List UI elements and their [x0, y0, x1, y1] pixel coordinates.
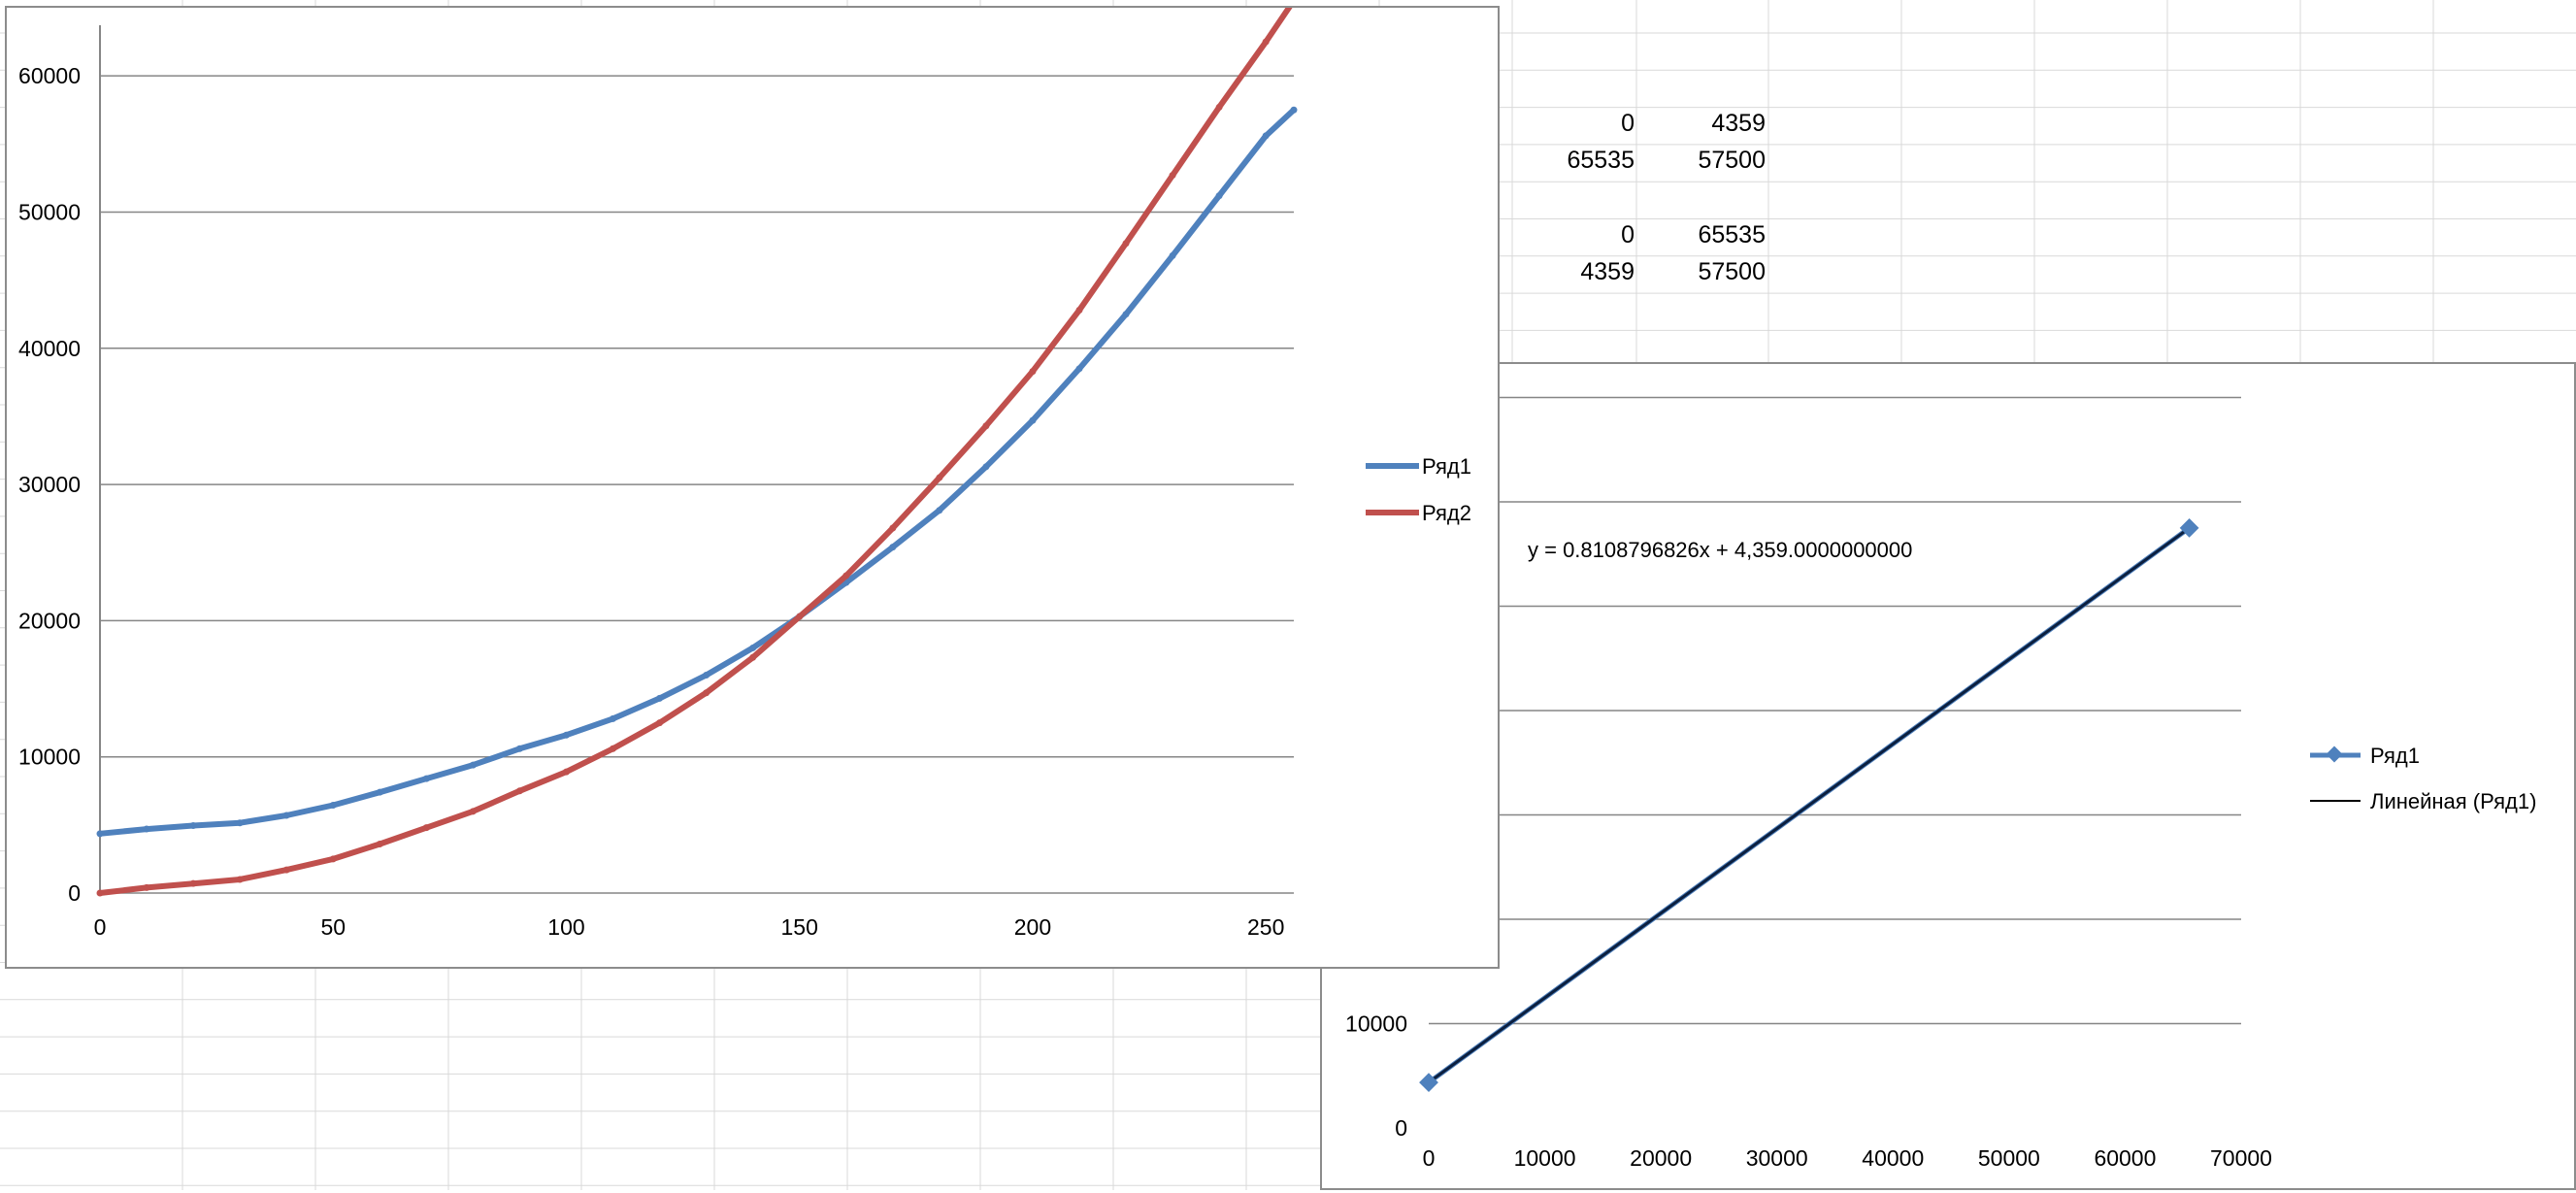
chart-1-series-1-point[interactable]	[1215, 192, 1223, 200]
chart-1-svg: 0 10000 20000 30000 40000 50000 60000 0 50 100 15…	[18, 0, 1471, 940]
chart-1-y-tick-label: 10000	[18, 745, 81, 770]
chart-1-series-2-point[interactable]	[703, 689, 710, 697]
chart-1-series-2-point[interactable]	[143, 883, 150, 891]
chart-1-y-tick-label: 0	[68, 880, 81, 906]
chart-2-x-tick-label: 60000	[2094, 1145, 2156, 1171]
chart-1-series-2-point[interactable]	[1262, 38, 1270, 46]
chart-1-series-1-point[interactable]	[96, 830, 104, 838]
chart-1-series-1-point[interactable]	[562, 731, 570, 739]
chart-2-trendline[interactable]	[1428, 526, 2191, 1084]
chart-2-x-tick-label: 70000	[2210, 1145, 2272, 1171]
chart-1-series-1-point[interactable]	[469, 761, 477, 769]
chart-1-series-1-point[interactable]	[376, 788, 383, 796]
chart-1-x-tick-label: 150	[781, 914, 818, 940]
legend-label-series1: Ряд1	[2370, 744, 2420, 768]
trendline-equation: y = 0.8108796826x + 4,359.0000000000	[1528, 538, 1912, 562]
cell-r1-c1[interactable]: 0	[1621, 110, 1635, 137]
chart-1-series-1-point[interactable]	[1262, 132, 1270, 140]
chart-1-series-2-point[interactable]	[376, 840, 383, 847]
chart-2-x-tick-label: 40000	[1862, 1145, 1924, 1171]
chart-1-series-2-point[interactable]	[842, 572, 850, 580]
chart-1-series-1-line[interactable]	[97, 107, 1297, 837]
chart-2-series-1-marker[interactable]	[1419, 1073, 1438, 1093]
chart-1-series-2-point[interactable]	[889, 524, 897, 532]
chart-1-series-2-point[interactable]	[1215, 103, 1223, 111]
chart-1-series-1-point[interactable]	[1122, 311, 1130, 318]
legend-marker-series1	[2326, 746, 2343, 763]
chart-1-x-tick-label: 100	[547, 914, 584, 940]
chart-1-series-1-point[interactable]	[1075, 365, 1083, 373]
cell-r2-c2[interactable]: 57500	[1698, 147, 1766, 174]
chart-1-series-2-point[interactable]	[1075, 306, 1083, 314]
chart-1-series-1-point[interactable]	[236, 819, 244, 827]
chart-2-x-tick-label: 0	[1423, 1145, 1436, 1171]
chart-1-series-1-point[interactable]	[329, 802, 337, 810]
chart-1-series-2-point[interactable]	[1169, 172, 1176, 180]
chart-2-x-tick-label: 50000	[1978, 1145, 2040, 1171]
chart-1-series-1-point[interactable]	[610, 714, 617, 722]
chart-1-y-tick-label: 30000	[18, 472, 81, 497]
chart-1-series-1-point[interactable]	[1029, 416, 1037, 424]
chart-1-series-2-point[interactable]	[189, 879, 197, 887]
chart-1-series-1-point[interactable]	[143, 825, 150, 833]
cell-r4-c1[interactable]: 0	[1621, 221, 1635, 249]
chart-2-series-1-marker[interactable]	[2179, 517, 2199, 538]
chart-1-series-1-point[interactable]	[889, 544, 897, 551]
chart-1-y-tick-label: 50000	[18, 199, 81, 224]
chart-1-x-tick-label: 50	[320, 914, 346, 940]
chart-1-series-2-point[interactable]	[982, 422, 990, 430]
cell-r1-c2[interactable]: 4359	[1711, 110, 1766, 137]
chart-1-series-1-point[interactable]	[982, 463, 990, 471]
chart-1-y-tick-label: 40000	[18, 336, 81, 361]
chart-1-y-tick-label: 60000	[18, 63, 81, 88]
chart-1-x-tick-label: 250	[1247, 914, 1284, 940]
cell-r4-c2[interactable]: 65535	[1698, 221, 1766, 249]
chart-1-series-1-point[interactable]	[189, 822, 197, 830]
chart-1-series-1-point[interactable]	[422, 775, 430, 782]
chart-1-series-2-point[interactable]	[796, 613, 804, 620]
chart-1-series-1-point[interactable]	[936, 507, 943, 514]
chart-1-series-2-line[interactable]	[97, 0, 1297, 896]
chart-1-curves[interactable]: 0 10000 20000 30000 40000 50000 60000 0 50 100 15…	[5, 0, 1500, 969]
chart-2-x-tick-label: 20000	[1630, 1145, 1692, 1171]
chart-1-series-1-point[interactable]	[703, 672, 710, 679]
legend-label-series2: Ряд2	[1422, 501, 1471, 525]
chart-1-series-2-point[interactable]	[469, 808, 477, 815]
chart-1-legend[interactable]: Ряд1 Ряд2	[1366, 454, 1471, 525]
chart-2-legend[interactable]: Ряд1 Линейная (Ряд1)	[2310, 744, 2536, 813]
chart-1-series-2-point[interactable]	[1122, 240, 1130, 248]
chart-1-series-2-point[interactable]	[236, 876, 244, 883]
chart-1-x-tick-label: 200	[1014, 914, 1051, 940]
chart-2-y-tick-label: 0	[1395, 1115, 1407, 1141]
chart-1-series-2-point[interactable]	[96, 889, 104, 897]
chart-2-svg: 0 10000 0 10000 20000 30000 40000 50000 60000 70…	[1345, 396, 2536, 1171]
chart-1-series-2-point[interactable]	[562, 768, 570, 776]
chart-1-series-2-point[interactable]	[515, 787, 523, 795]
chart-1-series-2-point[interactable]	[1029, 368, 1037, 376]
chart-1-series-1-point[interactable]	[1290, 106, 1298, 114]
chart-2-linear-fit[interactable]: 0 10000 0 10000 20000 30000 40000 50000 60000 70…	[1320, 362, 2576, 1190]
chart-1-series-1-point[interactable]	[515, 745, 523, 752]
cell-r5-c2[interactable]: 57500	[1698, 258, 1766, 285]
chart-1-series-2-point[interactable]	[329, 855, 337, 863]
chart-1-series-2-point[interactable]	[610, 745, 617, 752]
chart-1-series-1-point[interactable]	[749, 644, 757, 651]
chart-1-series-2-point[interactable]	[656, 719, 664, 727]
chart-1-series-1-point[interactable]	[282, 812, 290, 819]
chart-2-x-tick-label: 10000	[1514, 1145, 1576, 1171]
chart-2-y-tick-label: 10000	[1345, 1011, 1407, 1037]
chart-1-series-2-point[interactable]	[282, 866, 290, 874]
chart-1-series-2-point[interactable]	[422, 824, 430, 832]
chart-1-series-2-point[interactable]	[749, 653, 757, 661]
chart-1-series-2-point[interactable]	[936, 474, 943, 481]
chart-1-series-1-point[interactable]	[656, 694, 664, 702]
chart-2-x-tick-label: 30000	[1746, 1145, 1808, 1171]
cell-r2-c1[interactable]: 65535	[1567, 147, 1635, 174]
chart-1-x-tick-label: 0	[94, 914, 107, 940]
legend-label-trendline: Линейная (Ряд1)	[2370, 789, 2536, 813]
cell-r5-c1[interactable]: 4359	[1580, 258, 1635, 285]
chart-1-series-1-point[interactable]	[1169, 251, 1176, 259]
chart-1-y-tick-label: 20000	[18, 608, 81, 633]
legend-label-series1: Ряд1	[1422, 454, 1471, 479]
